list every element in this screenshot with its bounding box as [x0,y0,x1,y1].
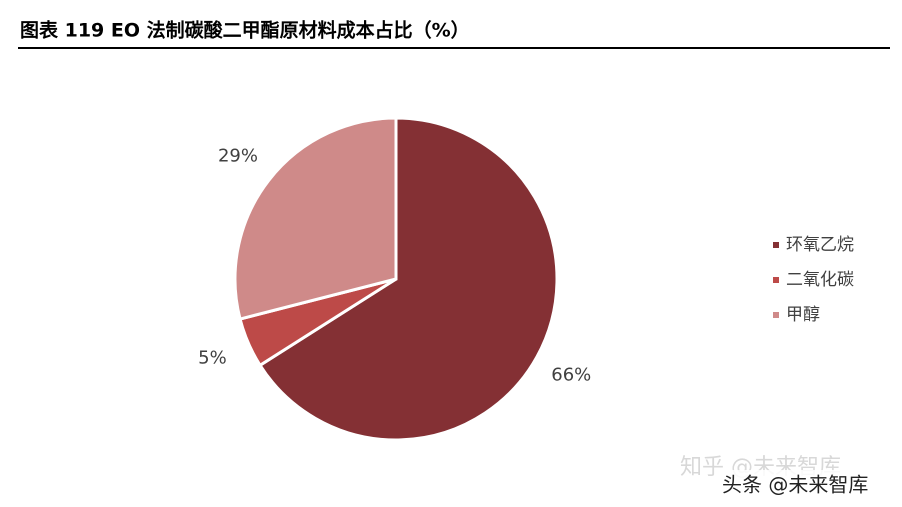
value-label: 29% [218,145,258,166]
legend-swatch [773,312,779,318]
value-label: 5% [198,347,227,368]
chart-title: 图表 119 EO 法制碳酸二甲酯原材料成本占比（%） [20,19,470,42]
legend-label: 甲醇 [786,305,820,325]
pie-slice [257,116,559,442]
legend-label: 环氧乙烷 [786,235,854,255]
legend-swatch [773,242,779,248]
legend-label: 二氧化碳 [786,270,854,290]
watermark-backdrop [716,470,892,500]
watermark: 头条 @未来智库 [722,473,868,497]
value-label: 66% [551,364,591,385]
legend-swatch [773,277,779,283]
pie-slice [233,116,398,321]
